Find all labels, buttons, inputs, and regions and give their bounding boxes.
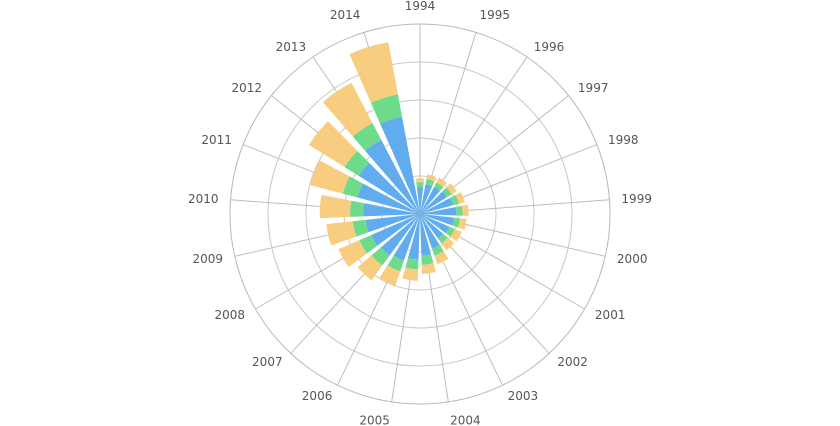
bar-2007-series-2[interactable]: [371, 247, 390, 266]
bar-1999-series-1[interactable]: [420, 207, 457, 216]
bar-2002-series-3[interactable]: [441, 237, 455, 251]
bar-2012-series-1[interactable]: [358, 162, 420, 214]
bar-2003-series-3[interactable]: [434, 251, 449, 265]
bar-2005-series-1[interactable]: [408, 214, 420, 260]
bar-1997-series-2[interactable]: [442, 187, 452, 198]
bar-1996-series-2[interactable]: [434, 182, 444, 192]
bar-1996-series-3[interactable]: [436, 177, 447, 188]
category-label: 2014: [330, 8, 361, 22]
bar-2008-series-1[interactable]: [371, 214, 420, 246]
bar-2009-series-3[interactable]: [326, 221, 357, 246]
bar-layer: [309, 42, 469, 286]
bar-2004-series-3[interactable]: [421, 263, 436, 275]
bar-2012-series-3[interactable]: [309, 121, 358, 168]
label-layer: 1994 1995 1996 1997 1998 1999 2000 2001 2002 2003…: [188, 0, 652, 426]
bar-2012-series-2[interactable]: [344, 150, 370, 176]
bar-2006-series-2[interactable]: [387, 255, 404, 272]
bar-2011-series-1[interactable]: [357, 183, 420, 214]
bar-2009-series-1[interactable]: [365, 214, 420, 233]
category-label: 2012: [232, 81, 263, 95]
bar-2005-series-2[interactable]: [405, 257, 419, 270]
category-label: 2008: [215, 308, 246, 322]
bar-1994-series-1[interactable]: [416, 187, 424, 214]
bar-2011-series-3[interactable]: [309, 160, 350, 194]
bar-2006-series-3[interactable]: [379, 265, 401, 286]
bar-2004-series-1[interactable]: [420, 214, 431, 256]
bar-1995-series-1[interactable]: [420, 184, 433, 214]
bar-2014-series-1[interactable]: [380, 116, 420, 214]
category-label: 1998: [608, 133, 639, 147]
category-label: 2006: [302, 389, 333, 403]
bar-1998-series-2[interactable]: [450, 195, 459, 206]
category-label: 2013: [276, 40, 307, 54]
bar-2007-series-1[interactable]: [380, 214, 420, 256]
bar-2001-series-3[interactable]: [450, 229, 462, 242]
category-label: 1997: [578, 81, 609, 95]
category-label: 2003: [508, 389, 539, 403]
bar-1994-series-3[interactable]: [415, 178, 425, 183]
bar-2011-series-2[interactable]: [342, 176, 364, 198]
category-label: 2011: [201, 133, 232, 147]
bar-2014-series-2[interactable]: [370, 94, 403, 124]
bar-1997-series-3[interactable]: [446, 183, 457, 195]
bar-2005-series-3[interactable]: [402, 267, 419, 281]
bar-1998-series-3[interactable]: [455, 192, 465, 204]
bar-2009-series-2[interactable]: [352, 219, 369, 237]
bar-1997-series-1[interactable]: [420, 191, 448, 214]
bar-2004-series-2[interactable]: [421, 254, 434, 265]
category-label: 2000: [617, 252, 648, 266]
bar-2010-series-1[interactable]: [363, 203, 420, 217]
bar-2013-series-1[interactable]: [365, 139, 420, 214]
bar-1995-series-2[interactable]: [425, 178, 435, 187]
bar-1999-series-3[interactable]: [461, 204, 469, 217]
bar-2008-series-3[interactable]: [338, 240, 367, 268]
category-label: 2001: [595, 308, 626, 322]
bar-2001-series-2[interactable]: [445, 226, 455, 237]
bar-1996-series-1[interactable]: [420, 187, 440, 214]
category-label: 1999: [621, 192, 652, 206]
bar-2014-series-3[interactable]: [349, 42, 398, 103]
bar-2013-series-3[interactable]: [322, 82, 373, 137]
bar-1995-series-3[interactable]: [426, 174, 437, 182]
category-label: 1995: [480, 8, 511, 22]
bar-2003-series-1[interactable]: [420, 214, 440, 249]
bar-2010-series-2[interactable]: [350, 200, 365, 217]
bar-1994-series-2[interactable]: [416, 182, 424, 188]
bar-2002-series-2[interactable]: [437, 233, 448, 244]
category-label: 2005: [359, 414, 390, 426]
bar-2003-series-2[interactable]: [431, 244, 444, 256]
bar-2006-series-1[interactable]: [393, 214, 420, 261]
category-label: 2004: [450, 414, 481, 426]
category-label: 2010: [188, 192, 219, 206]
bar-2002-series-1[interactable]: [420, 214, 444, 239]
bar-2010-series-3[interactable]: [319, 194, 352, 219]
bar-1999-series-2[interactable]: [455, 205, 463, 216]
bar-1998-series-1[interactable]: [420, 197, 454, 214]
bar-2008-series-2[interactable]: [359, 235, 378, 254]
category-label: 1994: [405, 0, 436, 13]
category-label: 2002: [557, 355, 588, 369]
bar-2000-series-2[interactable]: [452, 217, 461, 228]
bar-2000-series-1[interactable]: [420, 214, 455, 226]
category-label: 2009: [193, 252, 224, 266]
bar-2013-series-2[interactable]: [352, 123, 382, 151]
category-label: 2007: [252, 355, 283, 369]
bar-2007-series-3[interactable]: [357, 255, 383, 281]
bar-2000-series-3[interactable]: [457, 218, 467, 230]
bar-2001-series-1[interactable]: [420, 214, 450, 234]
category-label: 1996: [534, 40, 565, 54]
